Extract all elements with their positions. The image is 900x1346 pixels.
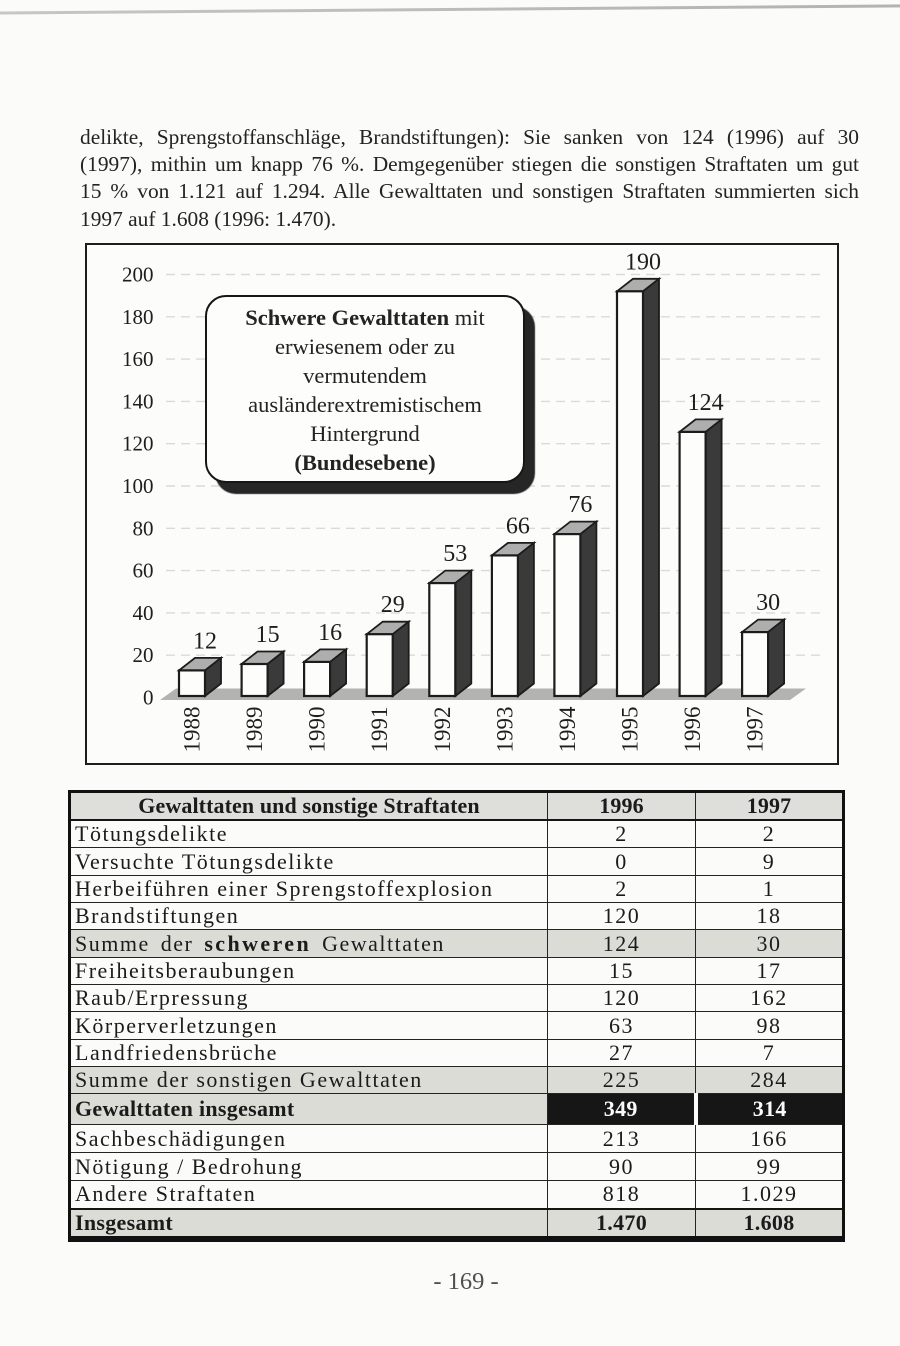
svg-text:200: 200 xyxy=(122,263,154,287)
svg-text:1997: 1997 xyxy=(743,707,768,753)
svg-text:30: 30 xyxy=(756,590,780,616)
svg-text:16: 16 xyxy=(318,620,342,646)
svg-text:29: 29 xyxy=(381,592,405,618)
svg-text:120: 120 xyxy=(122,432,154,456)
svg-text:1995: 1995 xyxy=(618,707,643,753)
svg-text:1988: 1988 xyxy=(180,707,205,753)
svg-text:1996: 1996 xyxy=(680,707,705,753)
svg-text:80: 80 xyxy=(133,516,154,540)
svg-text:190: 190 xyxy=(625,249,661,275)
svg-text:1991: 1991 xyxy=(367,707,392,753)
svg-text:0: 0 xyxy=(143,686,154,710)
svg-text:1989: 1989 xyxy=(242,707,267,753)
svg-text:160: 160 xyxy=(122,347,154,371)
svg-text:60: 60 xyxy=(133,559,154,583)
svg-text:100: 100 xyxy=(122,474,154,498)
svg-text:1992: 1992 xyxy=(430,707,455,753)
svg-text:140: 140 xyxy=(122,389,154,413)
svg-text:53: 53 xyxy=(443,541,467,567)
svg-text:1993: 1993 xyxy=(492,707,517,753)
svg-text:124: 124 xyxy=(688,390,724,416)
svg-text:1994: 1994 xyxy=(555,706,580,753)
svg-text:76: 76 xyxy=(568,492,592,518)
svg-text:66: 66 xyxy=(506,513,530,539)
svg-text:12: 12 xyxy=(193,628,217,654)
svg-text:15: 15 xyxy=(256,622,280,648)
svg-text:180: 180 xyxy=(122,305,154,329)
svg-text:40: 40 xyxy=(133,601,154,625)
svg-text:20: 20 xyxy=(133,643,154,667)
svg-text:1990: 1990 xyxy=(305,707,330,753)
